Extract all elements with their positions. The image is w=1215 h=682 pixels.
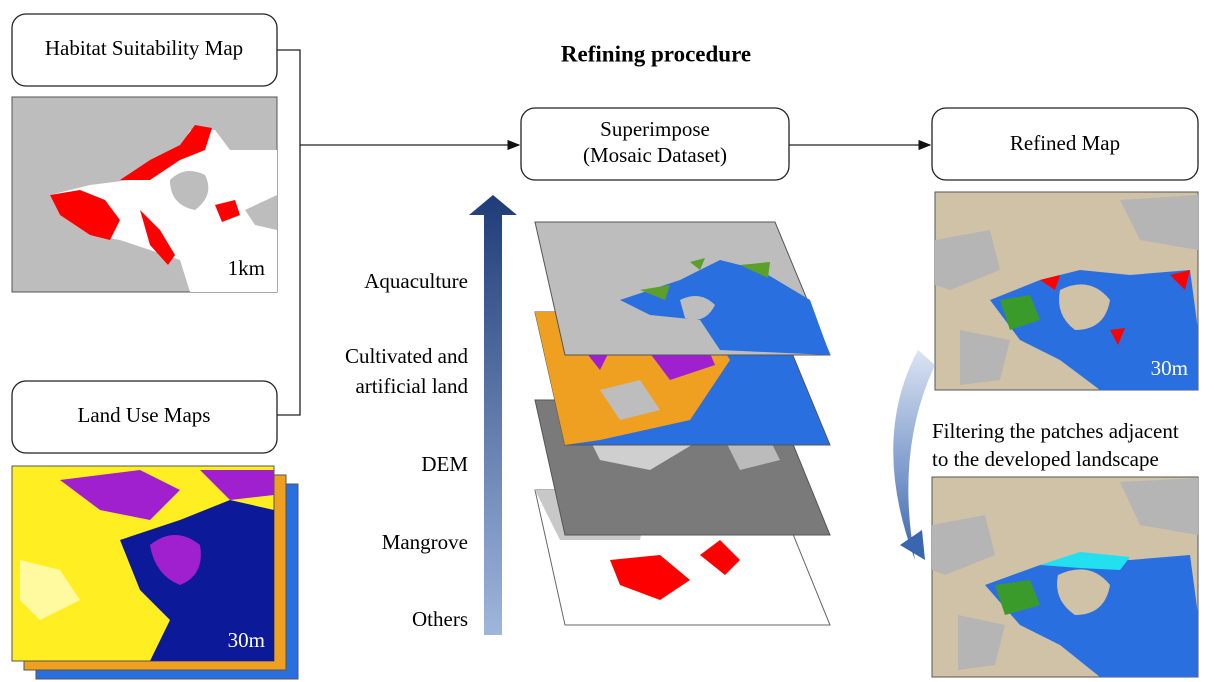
title: Refining procedure	[561, 41, 751, 66]
scale-label: 1km	[228, 256, 265, 280]
layer-label: Others	[412, 607, 468, 631]
note: to the developed landscape	[932, 447, 1159, 471]
layer-label: DEM	[421, 452, 468, 476]
curved-arrow-head	[900, 530, 925, 560]
note: Filtering the patches adjacent	[932, 419, 1179, 443]
layer-label: Aquaculture	[364, 269, 468, 293]
layer-label: artificial land	[355, 374, 468, 398]
diagram: Refining procedure Habitat Suitability M…	[0, 0, 1215, 682]
layer-label: Mangrove	[382, 530, 468, 554]
priority-arrow	[469, 195, 517, 635]
layer-label: Cultivated and	[345, 344, 469, 368]
node-label: Superimpose	[600, 117, 710, 141]
layer-stack	[535, 222, 830, 625]
scale-label: 30m	[228, 628, 265, 652]
node-label: (Mosaic Dataset)	[583, 143, 727, 167]
node-label: Refined Map	[1010, 131, 1120, 155]
node-label: Habitat Suitability Map	[45, 36, 243, 60]
connector	[277, 50, 300, 415]
node-label: Land Use Maps	[78, 403, 211, 427]
curved-arrow	[893, 350, 935, 560]
scale-label: 30m	[1151, 356, 1188, 380]
filtered-map	[932, 477, 1198, 677]
